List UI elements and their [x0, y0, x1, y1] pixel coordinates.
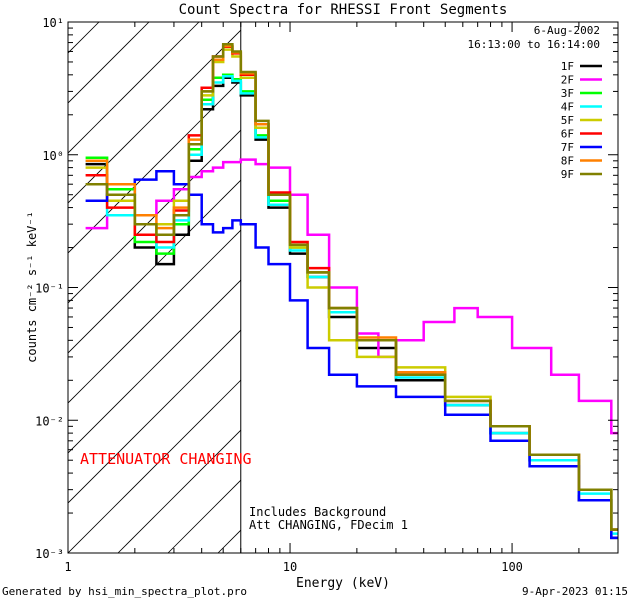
- hatch-line: [68, 29, 241, 204]
- series-group: [85, 42, 618, 540]
- attenuator-changing-label: ATTENUATOR CHANGING: [80, 450, 252, 468]
- legend-label: 6F: [561, 128, 574, 141]
- hatch-line: [418, 22, 640, 553]
- legend-label: 4F: [561, 101, 574, 114]
- hatch-line: [618, 22, 640, 553]
- y-tick-label: 10⁻¹: [35, 282, 64, 296]
- legend-label: 7F: [561, 141, 574, 154]
- y-tick-label: 10⁻²: [35, 414, 64, 428]
- legend-date: 6-Aug-2002: [534, 24, 600, 37]
- series-line-2F: [85, 158, 618, 435]
- legend-time-range: 16:13:00 to 16:14:00: [468, 38, 600, 51]
- chart-title: Count Spectra for RHESSI Front Segments: [179, 2, 508, 18]
- hatch-line: [68, 129, 241, 304]
- legend-label: 5F: [561, 114, 574, 127]
- hatch-line: [318, 22, 640, 553]
- hatch-line: [217, 529, 241, 553]
- y-tick-label: 10⁰: [42, 149, 64, 163]
- series-line-7F: [85, 170, 618, 540]
- x-tick-label: 100: [501, 560, 523, 574]
- hatch-line: [68, 229, 241, 404]
- hatch-line: [68, 329, 241, 504]
- hatch-line: [68, 179, 241, 354]
- hatch-line: [68, 379, 241, 553]
- hatch-line: [117, 429, 241, 553]
- y-tick-label: 10¹: [42, 16, 64, 30]
- legend-label: 8F: [561, 155, 574, 168]
- x-axis-label: Energy (keV): [296, 576, 390, 591]
- x-tick-label: 1: [64, 560, 71, 574]
- legend-label: 9F: [561, 168, 574, 181]
- y-axis: 10⁻³ 10⁻² 10⁻¹ 10⁰ 10¹: [35, 16, 618, 561]
- y-axis-label: counts cm⁻² s⁻¹ keV⁻¹: [25, 211, 39, 363]
- hatch-line: [68, 22, 200, 154]
- y-tick-label: 10⁻³: [35, 547, 64, 561]
- annotation-background: Includes Background: [249, 505, 386, 519]
- legend-label: 3F: [561, 87, 574, 100]
- x-axis: 1 10 100: [64, 22, 619, 574]
- hatch-line: [368, 22, 640, 553]
- legend-label: 2F: [561, 74, 574, 87]
- footer-timestamp: 9-Apr-2023 01:15: [522, 585, 628, 598]
- x-tick-label: 10: [283, 560, 297, 574]
- legend-label: 1F: [561, 60, 574, 73]
- annotation-attenuator: Att CHANGING, FDecim 1: [249, 518, 408, 532]
- series-line-9F: [85, 42, 618, 531]
- hatch-line: [68, 279, 241, 454]
- footer-generated-by: Generated by hsi_min_spectra_plot.pro: [2, 585, 247, 598]
